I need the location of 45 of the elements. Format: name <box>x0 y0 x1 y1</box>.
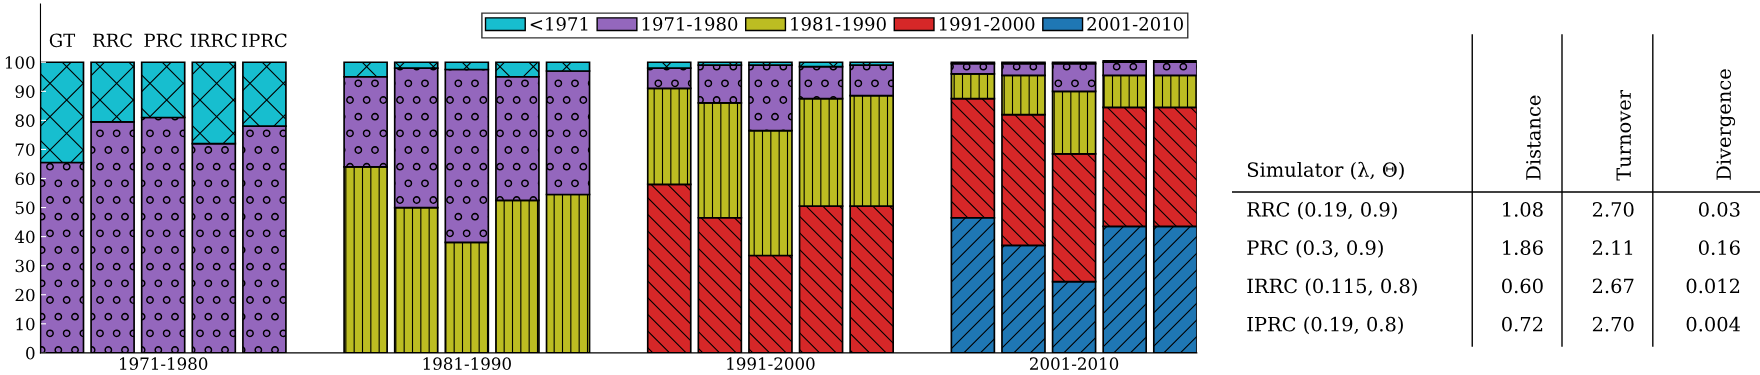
legend-label: 1991-2000 <box>939 17 1035 31</box>
x-tick-label: IRRC <box>190 33 237 48</box>
y-tick-label: 20 <box>15 288 35 302</box>
y-tick-label: 10 <box>16 317 35 331</box>
y-tick-label: 50 <box>15 201 35 215</box>
text: 1.08 <box>1503 202 1543 217</box>
text: 0.16 <box>1698 240 1740 256</box>
x-tick-label: PRC <box>144 33 182 48</box>
x-tick-label: RRC <box>93 33 133 48</box>
y-tick-label: 70 <box>15 143 35 157</box>
text: 2.11 <box>1592 240 1633 256</box>
y-tick-label: 90 <box>15 85 35 98</box>
legend-label: <1971 <box>530 17 588 31</box>
text: 2.70 <box>1592 202 1634 217</box>
legend-label: 1981-1990 <box>791 17 886 31</box>
category-label: Divergence <box>1716 69 1736 180</box>
category-label: Distance <box>1526 95 1541 180</box>
category-label: Simulator (λ, Θ) <box>1247 161 1404 180</box>
text: 0.03 <box>1698 202 1740 217</box>
text: 0.004 <box>1686 316 1741 332</box>
text: 2.70 <box>1592 316 1634 332</box>
legend-label: 1971-1980 <box>642 17 738 31</box>
category-label: IRRC (0.115, 0.8) <box>1247 278 1417 297</box>
y-tick-label: 30 <box>15 259 35 273</box>
y-tick-label: 40 <box>14 230 35 244</box>
text: 2001-2010 <box>1029 357 1119 370</box>
text: 1.86 <box>1503 240 1543 256</box>
text: 1991-2000 <box>727 357 815 370</box>
category-label: IPRC (0.19, 0.8) <box>1247 316 1403 335</box>
category-label: Turnover <box>1616 89 1631 181</box>
x-tick-label: GT <box>49 33 76 48</box>
y-tick-label: 100 <box>5 56 35 69</box>
legend-label: 2001-2010 <box>1087 17 1183 31</box>
category-label: PRC (0.3, 0.9) <box>1247 239 1383 258</box>
text: 1971-1980 <box>120 357 208 370</box>
text: 2.67 <box>1592 278 1634 294</box>
y-tick-label: 0 <box>26 346 35 360</box>
category-label: RRC (0.19, 0.9) <box>1247 201 1397 220</box>
y-tick-label: 80 <box>15 114 35 127</box>
y-tick-label: 60 <box>15 172 35 186</box>
text: 0.72 <box>1502 316 1543 332</box>
x-tick-label: IPRC <box>242 33 287 48</box>
text: 1981-1990 <box>423 357 511 370</box>
text: 0.012 <box>1686 278 1740 294</box>
text: 0.60 <box>1502 278 1543 294</box>
